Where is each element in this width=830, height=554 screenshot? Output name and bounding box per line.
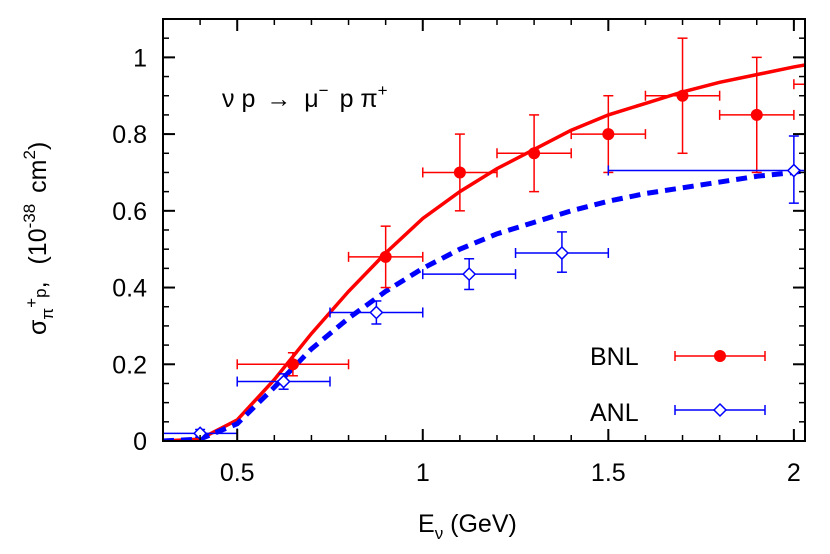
anl-data-point xyxy=(607,135,805,204)
bnl-marker xyxy=(676,89,689,102)
legend-label-anl: ANL xyxy=(590,399,639,427)
y-tick-label: 0.4 xyxy=(112,275,147,303)
legend-bnl-marker xyxy=(714,350,726,362)
axis-ticks: 0.5 1 1.5 2 0 0.2 0.4 0.6 0.8 1 xyxy=(112,18,805,487)
bnl-marker xyxy=(528,147,541,160)
bnl-marker xyxy=(379,250,392,263)
legend-label-bnl: BNL xyxy=(590,343,639,371)
bnl-data-point xyxy=(236,352,350,377)
anl-marker xyxy=(369,305,384,320)
bnl-data-point xyxy=(644,37,721,155)
bnl-data-point xyxy=(718,56,795,174)
x-axis-label: Eν (GeV) xyxy=(418,510,517,545)
anl-marker xyxy=(276,374,291,389)
bnl-data-point xyxy=(422,133,498,212)
x-tick-label: 1 xyxy=(416,459,430,487)
anl-model-curve xyxy=(163,168,805,441)
bnl-marker xyxy=(286,358,299,371)
anl-marker xyxy=(786,163,801,178)
reaction-annotation: ν p → μ− p π+ xyxy=(222,74,388,113)
data-points xyxy=(163,37,830,441)
y-tick-label: 0.8 xyxy=(112,121,147,149)
bnl-marker xyxy=(750,108,763,121)
bnl-data-point xyxy=(793,78,830,90)
anl-data-point xyxy=(329,300,424,325)
bnl-marker xyxy=(602,128,615,141)
bnl-data-point xyxy=(496,114,572,193)
anl-marker xyxy=(554,245,569,261)
x-tick-label: 2 xyxy=(787,459,801,487)
x-tick-label: 0.5 xyxy=(220,459,255,487)
bnl-model-curve xyxy=(163,63,805,441)
bnl-marker xyxy=(825,78,830,90)
legend: BNL ANL xyxy=(590,343,766,427)
y-tick-label: 0.2 xyxy=(112,351,147,379)
bnl-marker xyxy=(453,166,466,179)
legend-anl-marker xyxy=(712,402,728,418)
y-tick-label: 0.6 xyxy=(112,198,147,226)
model-curves xyxy=(163,63,805,441)
anl-data-point xyxy=(236,373,331,390)
anl-data-point xyxy=(422,258,517,291)
bnl-data-point xyxy=(347,225,424,289)
y-tick-label: 1 xyxy=(133,44,147,72)
y-tick-label: 0 xyxy=(133,428,147,456)
anl-data-point xyxy=(514,231,610,273)
plot-frame xyxy=(162,18,806,442)
y-axis-label: σπ+p, (10-38 cm2) xyxy=(13,142,57,335)
x-tick-label: 1.5 xyxy=(591,459,626,487)
anl-marker xyxy=(462,267,477,282)
